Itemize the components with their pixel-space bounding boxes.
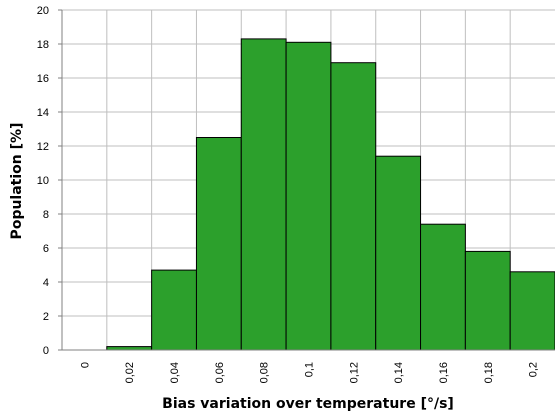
x-tick-label: 0,04 [169,362,181,383]
x-tick-label: 0,12 [348,362,360,383]
x-tick-label: 0,08 [259,362,271,383]
x-tick-label: 0 [79,362,91,368]
histogram-bar [420,223,466,351]
y-tick-label: 10 [37,175,49,187]
axes [58,9,555,351]
x-tick-label: 0,14 [393,362,405,383]
x-tick-label: 0,2 [528,362,540,377]
y-tick-label: 14 [37,107,49,119]
y-tick-label: 18 [37,39,49,51]
x-axis-title: Bias variation over temperature [°/s] [162,396,454,412]
histogram-bar [106,346,153,351]
histogram-bar [375,155,422,351]
y-tick-label: 4 [43,277,49,289]
y-tick-label: 8 [43,209,49,221]
histogram-bar [509,271,555,351]
histogram-bar [285,41,332,351]
y-tick-label: 12 [37,141,49,153]
histogram-bars [106,38,555,351]
x-tick-label: 0,18 [483,362,495,383]
histogram-bar [195,137,242,351]
histogram-bar [464,250,511,351]
histogram-bar [240,38,287,351]
y-tick-label: 20 [37,5,49,17]
x-tick-label: 0,02 [124,362,136,383]
histogram-bar [151,269,197,351]
y-tick-label: 2 [43,311,49,323]
y-axis-title: Population [%] [9,123,25,240]
y-tick-label: 0 [43,345,49,357]
y-tick-label: 6 [43,243,49,255]
x-tick-label: 0,06 [214,362,226,383]
y-axis-tick-labels: 0 2 4 6 8 10 12 14 16 18 20 [37,5,49,357]
y-tick-label: 16 [37,73,49,85]
x-tick-label: 0,16 [438,362,450,383]
histogram-bar [330,62,377,351]
x-tick-label: 0,1 [304,362,316,377]
x-axis-tick-labels: 0 0,02 0,04 0,06 0,08 0,1 0,12 0,14 0,16 0,18 0,2 [79,362,539,383]
